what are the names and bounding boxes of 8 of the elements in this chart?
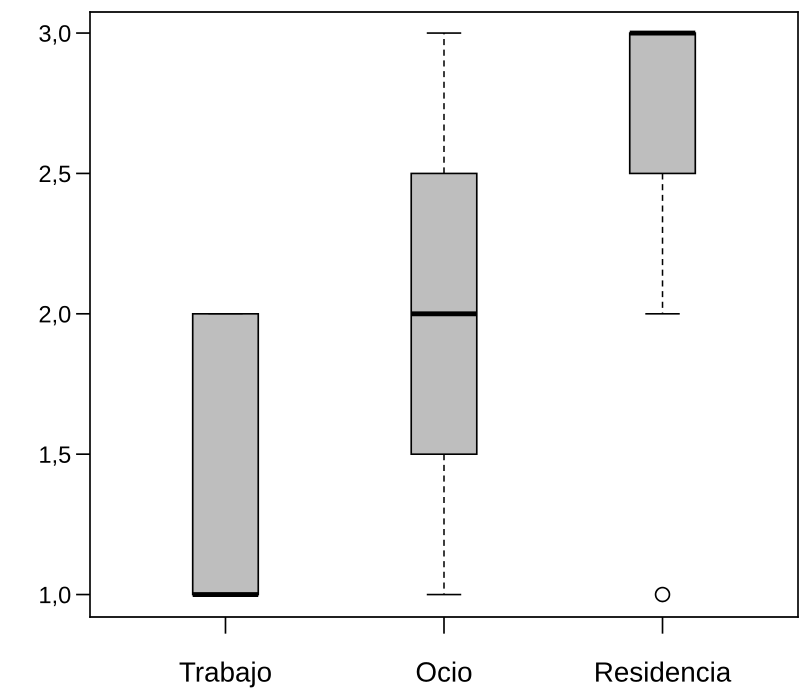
x-tick-label: Residencia [596,661,732,682]
y-tick-label: 1,5 [40,446,70,466]
x-tick-label: Ocio [416,661,472,682]
x-tick-label: Trabajo [180,661,271,688]
y-tick-label: 3,0 [39,25,70,45]
y-tick-label: 1,0 [40,586,70,606]
y-tick-label: 2,5 [40,165,70,186]
y-tick-label: 2,0 [40,306,70,326]
